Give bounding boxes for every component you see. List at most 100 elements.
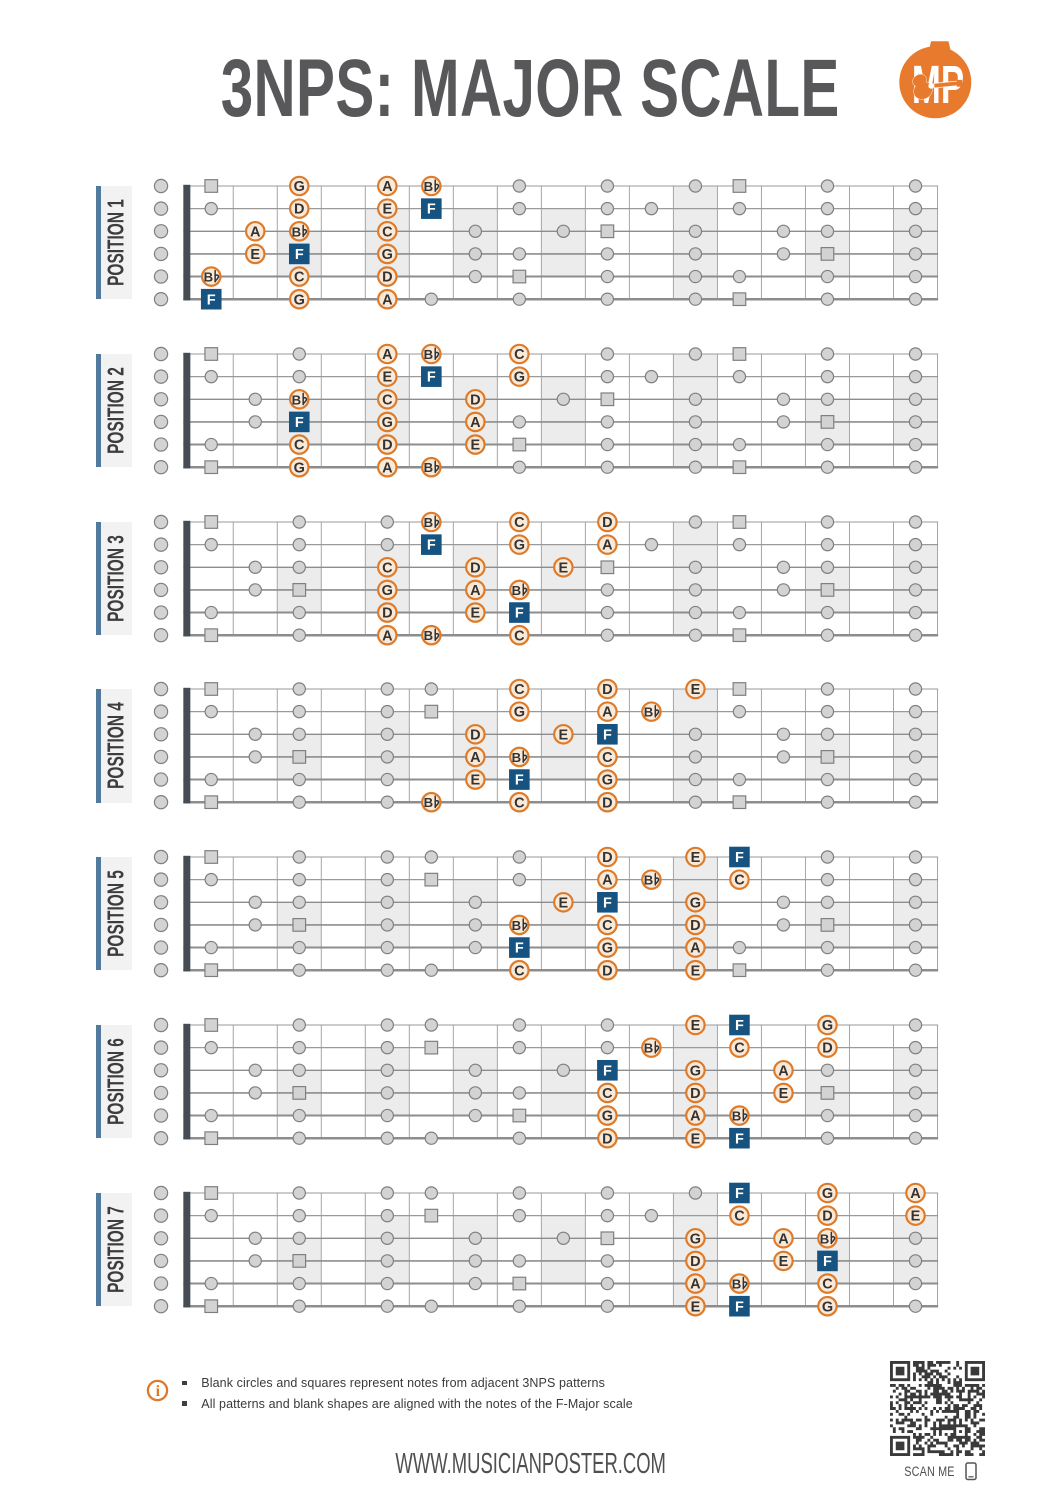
fret-marker-cell-9 <box>541 879 586 948</box>
fret-marker-cell-5 <box>365 376 410 445</box>
blank-root-marker <box>292 582 307 597</box>
blank-note-marker <box>908 727 923 742</box>
svg-text:E: E <box>471 773 481 789</box>
note-C: C <box>288 266 310 287</box>
scan-me-label: SCAN ME <box>904 1464 955 1479</box>
blank-note-marker <box>600 1299 615 1313</box>
fretboard-4: B C D E F G A B C D E F G A B C D E <box>153 679 939 813</box>
blank-note-marker <box>292 1186 306 1200</box>
svg-text:B: B <box>644 705 654 720</box>
blank-note-marker <box>600 460 615 474</box>
open-string-marker <box>153 582 169 597</box>
svg-text:D: D <box>822 1041 832 1057</box>
position-label-bar <box>95 1192 101 1306</box>
open-string-marker <box>153 369 169 384</box>
svg-text:G: G <box>294 292 305 308</box>
logo-circle <box>899 46 972 119</box>
open-string-marker <box>153 849 169 865</box>
blank-note-marker <box>424 292 439 306</box>
blank-root-marker <box>204 514 219 529</box>
blank-note-marker <box>380 773 395 787</box>
svg-text:E: E <box>691 1018 701 1034</box>
blank-note-marker <box>776 582 791 597</box>
blank-note-marker <box>600 369 615 384</box>
blank-note-marker <box>600 179 615 193</box>
svg-text:F: F <box>207 292 216 308</box>
note-C: C <box>509 343 530 365</box>
open-string-marker <box>153 346 169 361</box>
blank-note-marker <box>512 1186 527 1200</box>
brand-logo: MP <box>899 41 972 119</box>
svg-text:F: F <box>295 415 304 431</box>
blank-note-marker <box>908 1231 923 1245</box>
note-D: D <box>377 601 398 623</box>
svg-text:A: A <box>250 224 261 240</box>
blank-note-marker <box>468 1276 483 1291</box>
svg-text:G: G <box>514 705 525 721</box>
note-A: A <box>377 624 398 646</box>
blank-root-marker <box>292 1253 307 1268</box>
scan-me: SCAN ME <box>890 1462 985 1481</box>
blank-note-marker <box>820 369 835 384</box>
blank-root-marker <box>424 1208 439 1223</box>
note-E: E <box>244 243 266 265</box>
note-G: G <box>817 1014 838 1036</box>
note-A: A <box>377 288 398 310</box>
blank-note-marker <box>820 727 835 742</box>
blank-note-marker <box>820 873 835 887</box>
blank-root-marker <box>204 460 219 474</box>
svg-text:A: A <box>470 583 481 599</box>
root-note-F: F <box>729 1127 750 1149</box>
note-A: A <box>685 1105 706 1126</box>
note-A: A <box>685 937 706 959</box>
blank-note-marker <box>292 850 306 864</box>
blank-note-marker <box>512 1131 527 1145</box>
blank-note-marker <box>380 1254 395 1268</box>
blank-note-marker <box>292 963 306 978</box>
blank-note-marker <box>204 605 218 619</box>
blank-note-marker <box>908 224 923 238</box>
blank-note-marker <box>468 1108 483 1123</box>
note-B♭: B <box>421 792 442 813</box>
blank-note-marker <box>468 247 483 261</box>
blank-note-marker <box>776 727 791 742</box>
svg-text:E: E <box>691 850 701 866</box>
fret-marker-cell-7 <box>453 544 498 613</box>
blank-note-marker <box>820 895 835 910</box>
svg-text:B: B <box>424 347 434 362</box>
svg-text:D: D <box>294 202 304 218</box>
svg-text:G: G <box>690 896 701 912</box>
blank-note-marker <box>468 918 483 932</box>
svg-text:C: C <box>602 750 613 766</box>
blank-note-marker <box>688 560 703 574</box>
svg-text:A: A <box>382 628 393 644</box>
svg-text:B: B <box>204 270 214 285</box>
svg-text:F: F <box>735 1186 744 1202</box>
bullet-icon <box>182 1401 187 1406</box>
blank-note-marker <box>292 727 306 742</box>
blank-note-marker <box>908 292 923 306</box>
fret-marker-cell-17 <box>893 1215 938 1284</box>
blank-note-marker <box>424 1018 439 1032</box>
blank-root-marker <box>600 392 615 406</box>
blank-note-marker <box>204 1108 218 1123</box>
note-B♭: B <box>421 343 442 365</box>
blank-note-marker <box>380 941 395 955</box>
blank-note-marker <box>732 705 747 719</box>
svg-text:C: C <box>822 1276 833 1292</box>
blank-note-marker <box>820 560 835 574</box>
svg-text:B: B <box>512 750 522 765</box>
open-string-marker <box>153 559 169 575</box>
blank-note-marker <box>204 773 218 787</box>
svg-text:B: B <box>424 179 434 194</box>
open-string-marker <box>153 917 169 933</box>
blank-note-marker <box>908 1299 923 1313</box>
open-string-marker <box>153 1063 169 1078</box>
blank-note-marker <box>204 873 218 887</box>
svg-text:F: F <box>735 1018 744 1034</box>
blank-note-marker <box>600 1018 615 1032</box>
blank-note-marker <box>424 963 439 978</box>
note-E: E <box>773 1250 794 1272</box>
blank-note-marker <box>424 1131 439 1145</box>
info-icon: i <box>146 1379 169 1402</box>
